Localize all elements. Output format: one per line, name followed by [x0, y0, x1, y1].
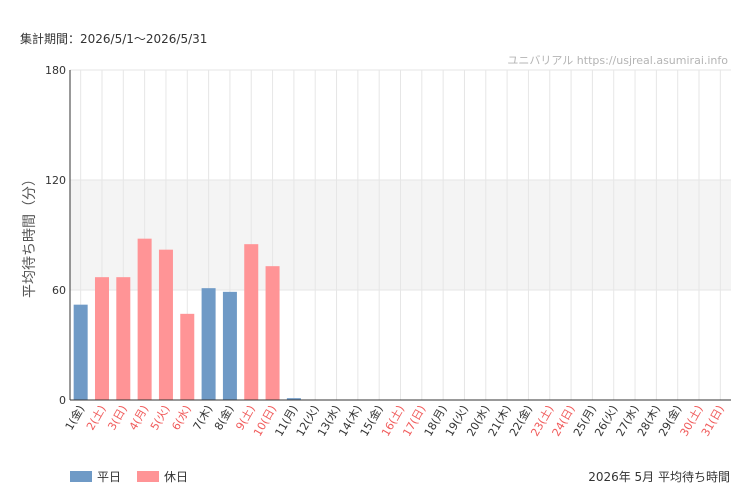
x-tick-label: 7(木): [191, 403, 216, 433]
y-tick-label: 60: [52, 284, 66, 297]
y-axis-label: 平均待ち時間（分）: [22, 172, 38, 298]
legend-item-holiday[interactable]: 休日: [137, 468, 188, 485]
bar-6: [180, 313, 195, 400]
bar-4: [137, 238, 152, 400]
legend-swatch-holiday: [137, 471, 160, 482]
bar-10: [265, 266, 280, 400]
site-watermark: ユニバリアル https://usjreal.asumirai.info: [507, 54, 728, 67]
legend-item-weekday[interactable]: 平日: [70, 468, 121, 485]
x-tick-label: 4(月): [127, 403, 152, 433]
legend-label-holiday: 休日: [164, 470, 189, 484]
legend-swatch-weekday: [70, 471, 92, 482]
bar-8: [222, 291, 237, 400]
bar-11: [286, 398, 301, 400]
period-label: 集計期間：2026/5/1～2026/5/31: [20, 32, 208, 46]
y-tick-label: 0: [59, 394, 66, 407]
y-tick-label: 120: [45, 174, 66, 187]
chart-footer-title: 2026年 5月 平均待ち時間: [588, 470, 730, 484]
bar-2: [94, 277, 109, 400]
bar-3: [116, 277, 131, 400]
bar-1: [73, 304, 88, 400]
y-tick-label: 180: [45, 64, 66, 77]
legend-label-weekday: 平日: [97, 470, 122, 484]
bar-9: [244, 244, 259, 400]
legend: 平日 休日: [70, 468, 188, 485]
bar-5: [158, 249, 173, 400]
bar-7: [201, 288, 216, 400]
x-tick-label: 8(金): [211, 403, 236, 433]
x-tick-label: 1(金): [62, 403, 87, 433]
x-tick-label: 5(火): [148, 403, 173, 433]
x-tick-label: 2(土): [84, 403, 109, 433]
x-tick-label: 6(水): [169, 403, 194, 433]
x-tick-label: 3(日): [105, 403, 130, 433]
